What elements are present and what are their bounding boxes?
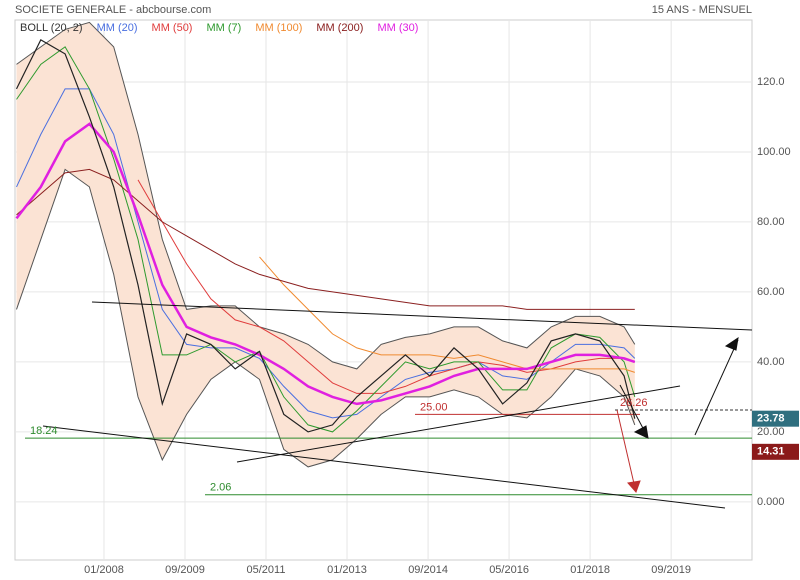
legend: BOLL (20, 2) MM (20) MM (50) MM (7) MM (100)… <box>20 22 418 34</box>
arrow <box>694 339 739 436</box>
band-lower <box>16 168 636 468</box>
level-label: 2.06 <box>210 482 231 494</box>
level-label: 18.24 <box>30 425 58 437</box>
legend-label: MM (50) <box>152 22 193 34</box>
legend-label: MM (100) <box>255 22 302 34</box>
arrow-head <box>724 336 739 351</box>
marks <box>15 21 752 496</box>
ma-line <box>15 122 636 406</box>
x-tick-label: 01/2013 <box>327 564 367 576</box>
arrow <box>616 409 636 489</box>
band-upper <box>16 21 636 370</box>
level-label: 26.26 <box>620 397 648 409</box>
arrow <box>619 384 646 433</box>
header-period: 15 ANS - MENSUEL <box>652 4 752 16</box>
x-tick-label: 05/2016 <box>489 564 529 576</box>
x-tick-label: 09/2019 <box>651 564 691 576</box>
ma-line <box>16 168 635 310</box>
trendline <box>91 301 753 331</box>
price-tag <box>752 443 799 460</box>
ma-line <box>16 88 636 419</box>
ma-line <box>259 256 635 373</box>
y-tick-label: 40.00 <box>757 356 785 368</box>
x-tick-label: 09/2009 <box>165 564 205 576</box>
legend-label: MM (30) <box>377 22 418 34</box>
y-tick-label: 100.00 <box>757 146 791 158</box>
legend-label: MM (7) <box>206 22 241 34</box>
ma-line <box>137 179 635 394</box>
y-tick-label: 0.000 <box>757 496 785 508</box>
grid <box>15 20 752 560</box>
price-tag-label: 14.31 <box>757 446 785 458</box>
header-title: SOCIETE GENERALE - abcbourse.com <box>15 4 211 16</box>
trendline <box>236 385 681 463</box>
trendlines <box>42 301 753 509</box>
price-tag-label: 23.78 <box>757 413 785 425</box>
legend-label: MM (20) <box>97 22 138 34</box>
x-tick-label: 05/2011 <box>247 564 286 576</box>
price-tag <box>752 410 799 427</box>
y-tick-label: 120.0 <box>757 76 785 88</box>
legend-label: MM (200) <box>316 22 363 34</box>
level-label: 25.00 <box>420 401 448 413</box>
y-tick-label: 60.00 <box>757 286 785 298</box>
price-line <box>15 39 636 433</box>
x-tick-label: 01/2008 <box>84 564 124 576</box>
legend-label: BOLL (20, 2) <box>20 22 83 34</box>
trendline <box>42 425 726 509</box>
x-tick-label: 09/2014 <box>408 564 448 576</box>
y-tick-label: 80.00 <box>757 216 785 228</box>
arrow-head <box>627 480 641 493</box>
y-tick-label: 20.00 <box>757 426 785 438</box>
ma-line <box>16 46 636 433</box>
x-tick-label: 01/2018 <box>570 564 610 576</box>
arrow-head <box>633 425 649 439</box>
